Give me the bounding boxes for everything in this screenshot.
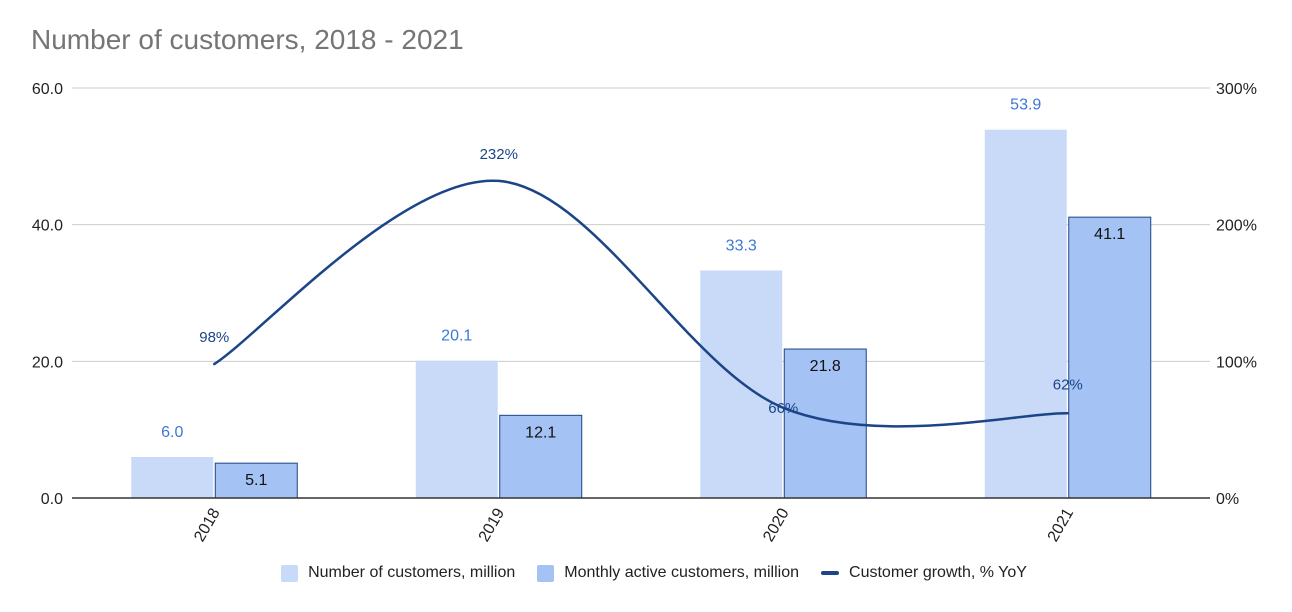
bar-customers bbox=[984, 129, 1067, 498]
legend-label-growth: Customer growth, % YoY bbox=[849, 564, 1027, 581]
data-label-customers: 20.1 bbox=[441, 328, 472, 345]
x-tick-label: 2020 bbox=[760, 505, 793, 544]
data-label-growth: 66% bbox=[768, 400, 798, 417]
data-label-customers: 53.9 bbox=[1010, 97, 1041, 114]
data-label-monthly-active: 41.1 bbox=[1094, 226, 1125, 243]
x-tick-label: 2021 bbox=[1045, 505, 1078, 544]
left-tick-label: 40.0 bbox=[32, 218, 63, 235]
left-tick-label: 20.0 bbox=[32, 354, 63, 371]
x-tick-label: 2019 bbox=[476, 505, 509, 544]
x-tick-label: 2018 bbox=[191, 505, 224, 544]
bar-layer bbox=[131, 129, 1152, 499]
legend-label-monthly-active: Monthly active customers, million bbox=[564, 564, 800, 581]
data-label-growth: 232% bbox=[480, 146, 518, 163]
data-label-customers: 33.3 bbox=[726, 237, 757, 254]
right-tick-label: 300% bbox=[1216, 81, 1257, 98]
legend-line-growth bbox=[821, 571, 840, 575]
data-label-monthly-active: 5.1 bbox=[245, 472, 267, 489]
bar-monthly-active bbox=[1068, 216, 1152, 499]
right-tick-label: 100% bbox=[1216, 354, 1257, 371]
right-tick-label: 200% bbox=[1216, 218, 1257, 235]
bar-customers bbox=[131, 457, 214, 498]
legend-swatch-monthly-active bbox=[537, 564, 555, 582]
left-tick-label: 60.0 bbox=[32, 81, 63, 98]
data-label-customers: 6.0 bbox=[161, 424, 183, 441]
bar-monthly-active bbox=[499, 414, 583, 499]
legend-label-customers: Number of customers, million bbox=[308, 564, 516, 581]
legend: Number of customers, million Monthly act… bbox=[0, 558, 1292, 588]
bar-customers bbox=[700, 270, 783, 498]
line-layer bbox=[213, 179, 1069, 428]
label-layer: 6.0 5.1 20.1 12.1 33.3 21.8 53.9 41.1 98% 232% 66%… bbox=[161, 97, 1125, 489]
legend-item-customers[interactable]: Number of customers, million bbox=[281, 564, 515, 582]
legend-item-growth[interactable]: Customer growth, % YoY bbox=[821, 564, 1027, 582]
legend-swatch-customers bbox=[281, 564, 299, 582]
legend-item-monthly-active[interactable]: Monthly active customers, million bbox=[537, 564, 799, 582]
chart-title: Number of customers, 2018 - 2021 bbox=[31, 24, 464, 55]
data-label-growth: 62% bbox=[1053, 376, 1083, 393]
data-label-growth: 98% bbox=[199, 329, 229, 346]
data-label-monthly-active: 12.1 bbox=[525, 424, 556, 441]
left-tick-label: 0.0 bbox=[41, 491, 63, 508]
right-tick-label: 0% bbox=[1216, 491, 1239, 508]
growth-line bbox=[213, 179, 1069, 428]
bar-customers bbox=[415, 360, 498, 498]
data-label-monthly-active: 21.8 bbox=[810, 358, 841, 375]
